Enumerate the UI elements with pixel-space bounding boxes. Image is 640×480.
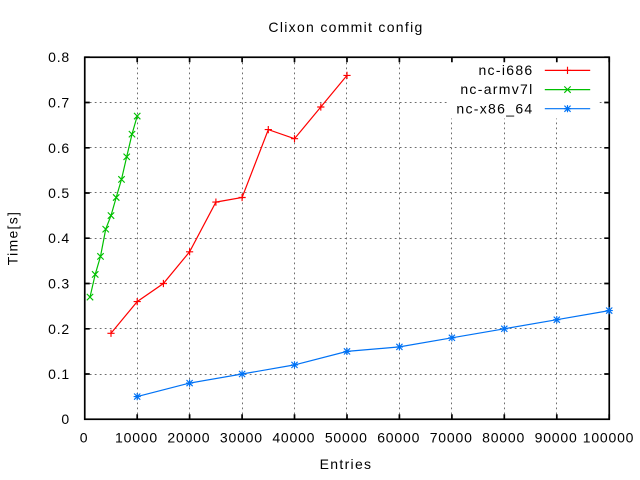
- svg-text:60000: 60000: [377, 430, 420, 446]
- svg-text:80000: 80000: [482, 430, 525, 446]
- svg-text:0.3: 0.3: [48, 276, 70, 292]
- svg-text:Entries: Entries: [320, 456, 373, 472]
- svg-text:70000: 70000: [430, 430, 473, 446]
- svg-text:0.1: 0.1: [48, 366, 70, 382]
- svg-text:0.2: 0.2: [48, 321, 70, 337]
- svg-text:10000: 10000: [115, 430, 158, 446]
- svg-text:90000: 90000: [535, 430, 578, 446]
- svg-text:0.7: 0.7: [48, 95, 70, 111]
- svg-text:nc-armv7l: nc-armv7l: [460, 81, 533, 97]
- svg-text:40000: 40000: [272, 430, 315, 446]
- svg-text:nc-x86_64: nc-x86_64: [456, 100, 533, 116]
- svg-text:0.5: 0.5: [48, 185, 70, 201]
- svg-text:Time[s]: Time[s]: [5, 211, 21, 265]
- svg-text:30000: 30000: [220, 430, 263, 446]
- svg-text:0.4: 0.4: [48, 230, 70, 246]
- svg-text:0: 0: [61, 411, 70, 427]
- svg-text:0.8: 0.8: [48, 49, 70, 65]
- svg-text:20000: 20000: [167, 430, 210, 446]
- svg-text:50000: 50000: [325, 430, 368, 446]
- svg-text:100000: 100000: [583, 430, 635, 446]
- svg-text:0: 0: [80, 430, 89, 446]
- svg-text:nc-i686: nc-i686: [478, 62, 533, 78]
- svg-text:Clixon commit config: Clixon commit config: [268, 19, 423, 35]
- svg-text:0.6: 0.6: [48, 140, 70, 156]
